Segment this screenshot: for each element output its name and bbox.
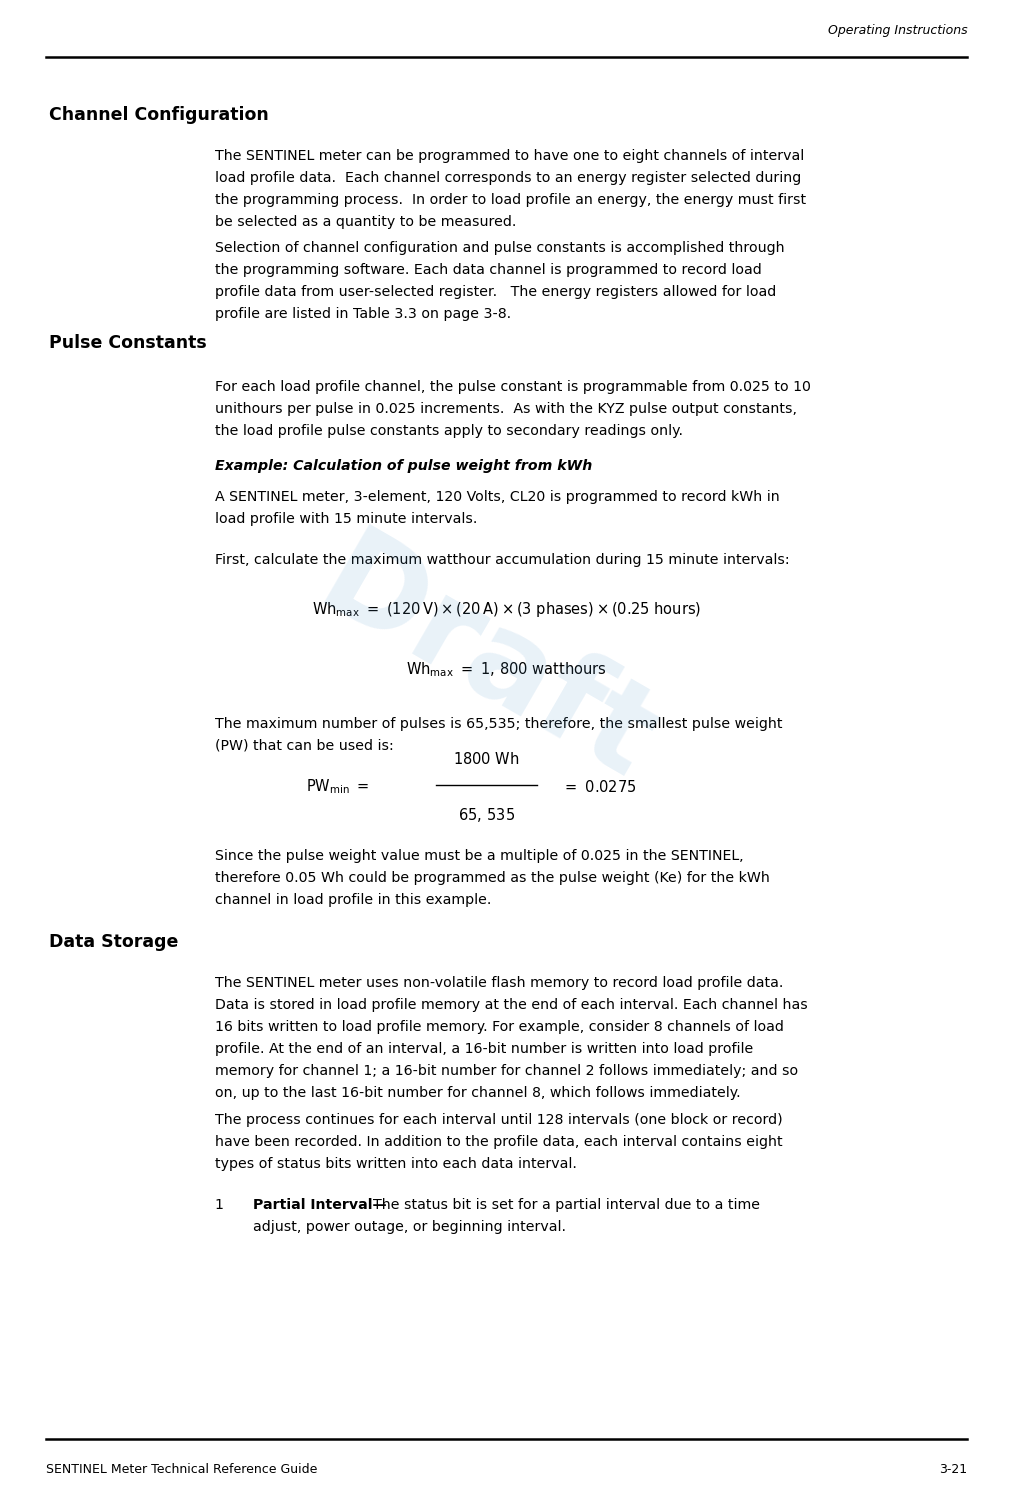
Text: types of status bits written into each data interval.: types of status bits written into each d… bbox=[215, 1156, 576, 1171]
Text: Selection of channel configuration and pulse constants is accomplished through: Selection of channel configuration and p… bbox=[215, 241, 784, 255]
Text: Draft: Draft bbox=[299, 520, 674, 806]
Text: A SENTINEL meter, 3-element, 120 Volts, CL20 is programmed to record kWh in: A SENTINEL meter, 3-element, 120 Volts, … bbox=[215, 490, 780, 504]
Text: Example: Calculation of pulse weight from kWh: Example: Calculation of pulse weight fro… bbox=[215, 459, 592, 472]
Text: Channel Configuration: Channel Configuration bbox=[49, 106, 268, 124]
Text: First, calculate the maximum watthour accumulation during 15 minute intervals:: First, calculate the maximum watthour ac… bbox=[215, 553, 789, 566]
Text: $\mathrm{Wh}_{\mathrm{max}}\ =\ (120\,\mathrm{V})\times(20\,\mathrm{A})\times(3\: $\mathrm{Wh}_{\mathrm{max}}\ =\ (120\,\m… bbox=[312, 600, 701, 620]
Text: adjust, power outage, or beginning interval.: adjust, power outage, or beginning inter… bbox=[253, 1220, 566, 1234]
Text: Data is stored in load profile memory at the end of each interval. Each channel : Data is stored in load profile memory at… bbox=[215, 998, 807, 1012]
Text: Data Storage: Data Storage bbox=[49, 933, 178, 951]
Text: be selected as a quantity to be measured.: be selected as a quantity to be measured… bbox=[215, 215, 517, 229]
Text: The SENTINEL meter uses non-volatile flash memory to record load profile data.: The SENTINEL meter uses non-volatile fla… bbox=[215, 976, 783, 989]
Text: SENTINEL Meter Technical Reference Guide: SENTINEL Meter Technical Reference Guide bbox=[46, 1463, 317, 1477]
Text: the programming software. Each data channel is programmed to record load: the programming software. Each data chan… bbox=[215, 264, 762, 277]
Text: The status bit is set for a partial interval due to a time: The status bit is set for a partial inte… bbox=[373, 1198, 760, 1211]
Text: channel in load profile in this example.: channel in load profile in this example. bbox=[215, 893, 491, 907]
Text: $\mathrm{1800\ Wh}$: $\mathrm{1800\ Wh}$ bbox=[453, 751, 520, 767]
Text: profile. At the end of an interval, a 16-bit number is written into load profile: profile. At the end of an interval, a 16… bbox=[215, 1042, 753, 1056]
Text: Operating Instructions: Operating Instructions bbox=[828, 24, 967, 37]
Text: $\mathrm{Wh}_{\mathrm{max}}\ =\ 1,\,800\ \mathrm{watthours}$: $\mathrm{Wh}_{\mathrm{max}}\ =\ 1,\,800\… bbox=[406, 660, 607, 679]
Text: For each load profile channel, the pulse constant is programmable from 0.025 to : For each load profile channel, the pulse… bbox=[215, 380, 810, 393]
Text: unithours per pulse in 0.025 increments.  As with the KYZ pulse output constants: unithours per pulse in 0.025 increments.… bbox=[215, 402, 797, 416]
Text: 16 bits written to load profile memory. For example, consider 8 channels of load: 16 bits written to load profile memory. … bbox=[215, 1019, 784, 1034]
Text: on, up to the last 16-bit number for channel 8, which follows immediately.: on, up to the last 16-bit number for cha… bbox=[215, 1086, 741, 1100]
Text: $\mathrm{65,\,535}$: $\mathrm{65,\,535}$ bbox=[458, 806, 515, 824]
Text: The SENTINEL meter can be programmed to have one to eight channels of interval: The SENTINEL meter can be programmed to … bbox=[215, 149, 804, 162]
Text: the programming process.  In order to load profile an energy, the energy must fi: the programming process. In order to loa… bbox=[215, 192, 806, 207]
Text: profile are listed in Table 3.3 on page 3-8.: profile are listed in Table 3.3 on page … bbox=[215, 307, 511, 322]
Text: The process continues for each interval until 128 intervals (one block or record: The process continues for each interval … bbox=[215, 1113, 782, 1126]
Text: $=\ 0.0275$: $=\ 0.0275$ bbox=[562, 779, 637, 794]
Text: 3-21: 3-21 bbox=[939, 1463, 967, 1477]
Text: Pulse Constants: Pulse Constants bbox=[49, 334, 207, 352]
Text: The maximum number of pulses is 65,535; therefore, the smallest pulse weight: The maximum number of pulses is 65,535; … bbox=[215, 717, 782, 730]
Text: profile data from user-selected register.   The energy registers allowed for loa: profile data from user-selected register… bbox=[215, 285, 776, 299]
Text: Partial Interval—: Partial Interval— bbox=[253, 1198, 387, 1211]
Text: have been recorded. In addition to the profile data, each interval contains eigh: have been recorded. In addition to the p… bbox=[215, 1135, 782, 1149]
Text: (PW) that can be used is:: (PW) that can be used is: bbox=[215, 739, 393, 752]
Text: Since the pulse weight value must be a multiple of 0.025 in the SENTINEL,: Since the pulse weight value must be a m… bbox=[215, 849, 744, 863]
Text: therefore 0.05 Wh could be programmed as the pulse weight (Ke) for the kWh: therefore 0.05 Wh could be programmed as… bbox=[215, 872, 770, 885]
Text: the load profile pulse constants apply to secondary readings only.: the load profile pulse constants apply t… bbox=[215, 423, 683, 438]
Text: load profile data.  Each channel corresponds to an energy register selected duri: load profile data. Each channel correspo… bbox=[215, 171, 801, 185]
Text: 1: 1 bbox=[215, 1198, 224, 1211]
Text: load profile with 15 minute intervals.: load profile with 15 minute intervals. bbox=[215, 513, 477, 526]
Text: memory for channel 1; a 16-bit number for channel 2 follows immediately; and so: memory for channel 1; a 16-bit number fo… bbox=[215, 1064, 798, 1077]
Text: $\mathrm{PW}_{\mathrm{min}}\ =$: $\mathrm{PW}_{\mathrm{min}}\ =$ bbox=[306, 778, 370, 796]
